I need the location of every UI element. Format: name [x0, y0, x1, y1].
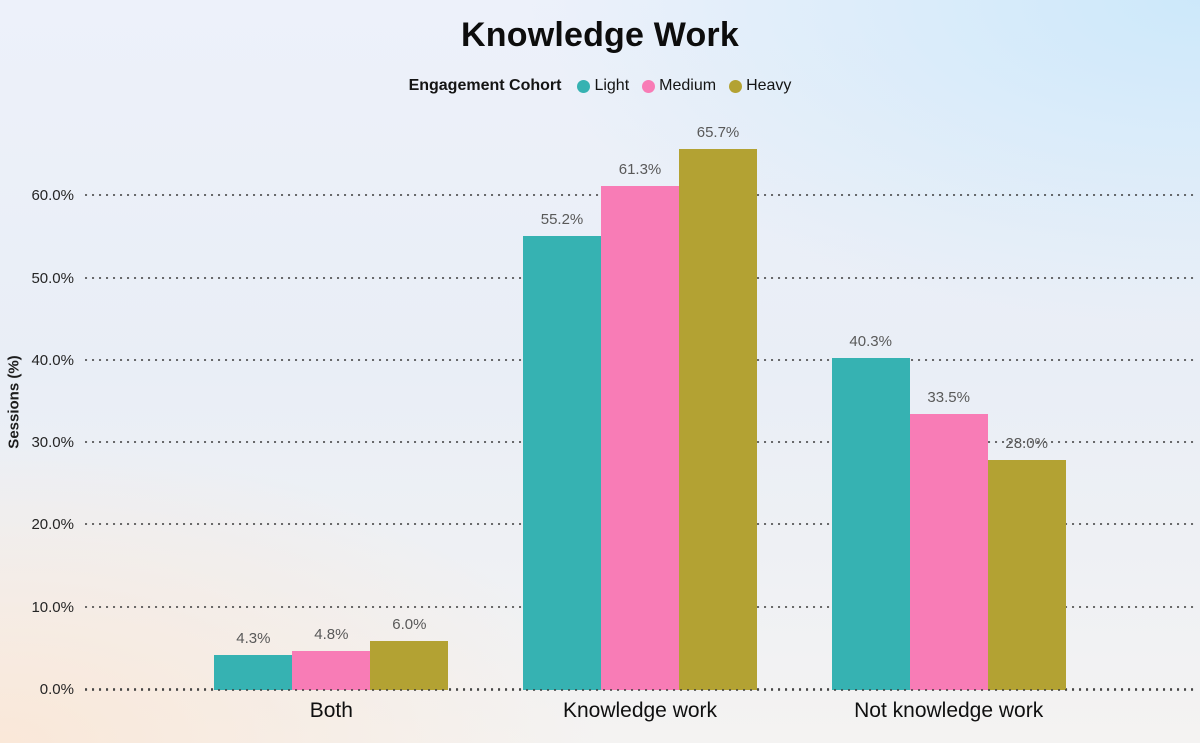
- bar-value-label: 65.7%: [696, 124, 740, 142]
- legend-item-heavy[interactable]: Heavy: [729, 77, 791, 95]
- legend-dot-icon: [577, 79, 591, 93]
- bar-group-2: 40.3% 33.5% 28.0%: [794, 114, 1103, 690]
- bar-value-label: 4.3%: [236, 629, 271, 647]
- zero-gridline: [85, 689, 1195, 691]
- legend-item-label: Medium: [659, 77, 717, 94]
- bar-value-label: 28.0%: [1005, 434, 1048, 452]
- category-axis: Both Knowledge work Not knowledge work: [85, 699, 1195, 723]
- legend-item-label: Heavy: [746, 77, 792, 94]
- y-tick-label: 60.0%: [31, 187, 74, 205]
- category-label-0: Both: [309, 699, 353, 722]
- plot-area: 4.3% 4.8% 6.0% 55.2% 61.3% 65.7% 40.3% 33.5% 28.…: [31, 114, 1195, 722]
- bar-group-1: 55.2% 61.3% 65.7%: [486, 114, 795, 690]
- legend-title: Engagement Cohort: [408, 77, 562, 94]
- bar-value-label: 33.5%: [927, 389, 970, 407]
- bar-value-label: 4.8%: [314, 625, 349, 643]
- legend-dot-icon: [642, 79, 656, 93]
- bar-light-2[interactable]: 40.3%: [831, 333, 910, 690]
- y-tick-label: 10.0%: [31, 598, 74, 616]
- legend: Engagement Cohort Light Medium Heavy: [0, 77, 1200, 95]
- category-label-2: Not knowledge work: [854, 699, 1044, 722]
- bar-heavy-1[interactable]: 65.7%: [679, 124, 757, 690]
- bar-value-label: 6.0%: [392, 615, 427, 633]
- bar-heavy-0[interactable]: 6.0%: [370, 616, 449, 690]
- y-tick-label: 30.0%: [31, 434, 74, 452]
- y-tick-label: 40.0%: [31, 351, 74, 369]
- y-tick-label: 50.0%: [31, 269, 74, 287]
- bars-container: 4.3% 4.8% 6.0% 55.2% 61.3% 65.7% 40.3% 33.5% 28.…: [85, 114, 1195, 690]
- chart-title: Knowledge Work: [461, 16, 739, 54]
- y-tick-label: 20.0%: [31, 516, 74, 534]
- bar-medium-2[interactable]: 33.5%: [909, 389, 988, 690]
- bar-medium-0[interactable]: 4.8%: [292, 626, 371, 690]
- y-tick-label: 0.0%: [39, 681, 74, 698]
- bar-medium-1[interactable]: 61.3%: [601, 161, 679, 690]
- bar-heavy-2[interactable]: 28.0%: [987, 435, 1066, 690]
- bar-light-1[interactable]: 55.2%: [523, 211, 601, 690]
- legend-item-label: Light: [594, 77, 630, 94]
- bar-value-label: 40.3%: [849, 333, 892, 351]
- category-label-1: Knowledge work: [562, 699, 718, 722]
- bar-value-label: 55.2%: [540, 210, 584, 228]
- legend-item-medium[interactable]: Medium: [642, 77, 716, 95]
- bar-light-0[interactable]: 4.3%: [214, 630, 293, 690]
- legend-dot-icon: [729, 79, 743, 93]
- bar-value-label: 61.3%: [618, 160, 662, 178]
- legend-item-light[interactable]: Light: [577, 77, 629, 95]
- bar-group-0: 4.3% 4.8% 6.0%: [177, 114, 486, 690]
